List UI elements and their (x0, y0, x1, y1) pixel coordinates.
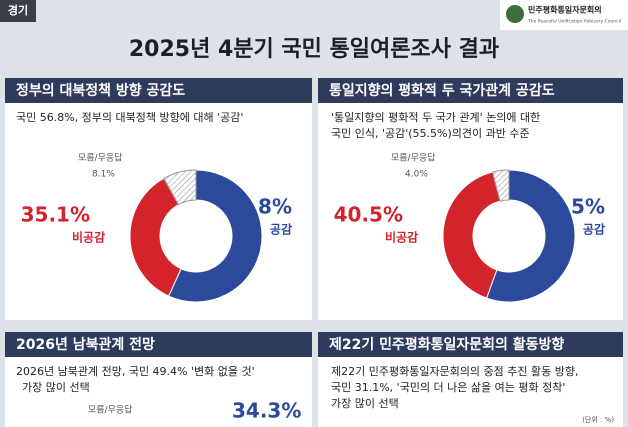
bullet: 2026년 남북관계 전망, 국민 49.4% '변화 없을 것' (16, 365, 255, 378)
donut-segment (491, 169, 510, 202)
category-label: 공감 (583, 222, 605, 237)
panel-header (5, 78, 312, 103)
category-label: 비공감 (385, 230, 418, 245)
donut-segment (129, 177, 182, 297)
donut-segment (486, 169, 576, 303)
region-badge (0, 0, 36, 22)
partial-label: 모름/무응답 (88, 404, 132, 416)
panel-header (318, 78, 623, 103)
bullet: 가장 많이 선택 (331, 397, 399, 410)
category-label: 모름/무응답 (78, 152, 122, 164)
panel-title: 2026년 남북관계 전망 (16, 336, 155, 353)
partial-label: 34.3% (232, 399, 301, 423)
bullet: 국민 56.8%, 정부의 대북정책 방향에 대해 '공감' (16, 110, 243, 124)
category-label: 모름/무응답 (391, 152, 435, 164)
panel-header (318, 332, 623, 357)
value-label: 4.0% (405, 170, 428, 180)
org-name-en: The Peaceful Unification Advisory Counci… (527, 19, 621, 25)
bullet: '통일지향의 평화적 두 국가 관계' 논의에 대한 (331, 110, 540, 124)
unit: (단위 : %) (582, 415, 614, 424)
region: 경기 (8, 3, 28, 17)
panel: 제22기 민주평화통일자문회의 활동방향 제22기 민주평화통일자문회의의 중점… (318, 332, 623, 427)
logo-emblem (506, 5, 524, 23)
bullet: 국민 31.1%, '국민의 더 나은 삶을 여는 평화 정착' (331, 381, 565, 394)
panel-header (5, 332, 312, 357)
category-label: 비공감 (72, 230, 105, 245)
value-label: 35.1% (21, 203, 90, 227)
bullet: 가장 많이 선택 (22, 381, 90, 394)
value-label: 40.5% (334, 203, 403, 227)
title: 2025년 4분기 국민 통일여론조사 결과 (129, 37, 499, 62)
donut-segment (167, 169, 263, 303)
category-label: 공감 (270, 222, 292, 237)
panel-title: 제22기 민주평화통일자문회의 활동방향 (329, 336, 564, 353)
panel-title: 정부의 대북정책 방향 공감도 (16, 82, 185, 99)
bullet: 국민 인식, '공감'(55.5%)의견이 과반 수준 (331, 127, 530, 140)
panel: 2026년 남북관계 전망 2026년 남북관계 전망, 국민 49.4% '변… (5, 332, 312, 427)
panel-title: 통일지향의 평화적 두 국가관계 공감도 (329, 82, 555, 99)
value-label: 56.8% (223, 195, 292, 219)
value-label: 55.5% (536, 195, 605, 219)
donut-segment (163, 169, 197, 206)
bullet: 제22기 민주평화통일자문회의의 중점 추진 활동 방향, (331, 364, 579, 378)
donut-segment (442, 171, 501, 299)
value-label: 8.1% (92, 170, 115, 180)
org-name: 민주평화통일자문회의 (528, 5, 602, 15)
